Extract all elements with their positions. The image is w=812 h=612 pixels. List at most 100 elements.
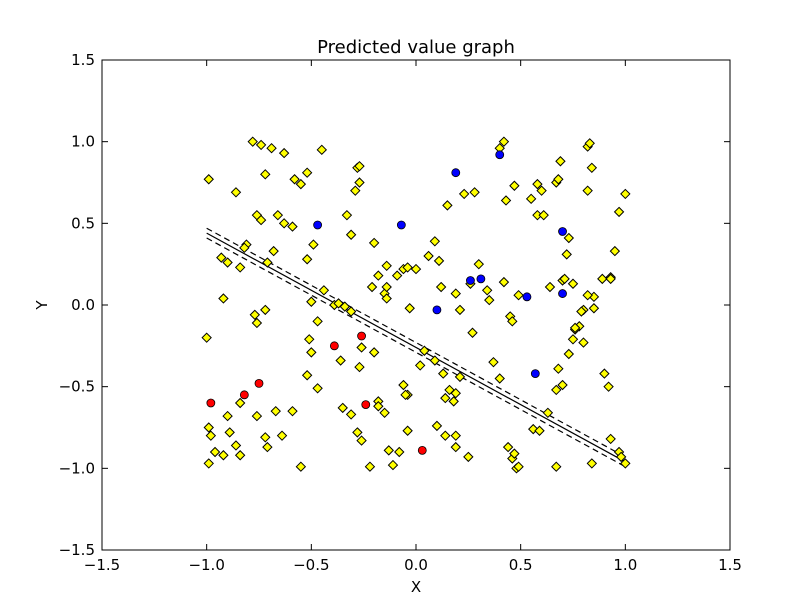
data-point-diamond-0-80 [260, 304, 271, 316]
data-point-diamond-0-104 [304, 334, 315, 345]
data-point-diamond-0-169 [450, 441, 461, 453]
data-point-diamond-0-26 [525, 193, 537, 205]
data-point-diamond-0-162 [400, 389, 411, 401]
data-point-diamond-0-171 [463, 451, 474, 463]
data-point-diamond-0-68 [561, 249, 572, 260]
data-point-diamond-0-30 [553, 174, 564, 185]
data-point-diamond-0-66 [544, 281, 556, 293]
data-point-circle-2-3 [239, 390, 249, 400]
data-point-diamond-0-107 [356, 342, 367, 353]
data-point-diamond-0-152 [345, 409, 357, 420]
data-point-diamond-0-86 [339, 301, 351, 312]
data-point-diamond-0-163 [402, 425, 413, 436]
data-point-diamond-0-59 [450, 288, 461, 299]
data-point-diamond-0-22 [458, 188, 470, 200]
data-point-diamond-0-89 [381, 281, 392, 293]
data-point-diamond-0-0 [203, 174, 214, 185]
data-point-diamond-0-92 [435, 281, 447, 293]
data-point-diamond-0-142 [251, 410, 263, 422]
data-point-diamond-0-123 [551, 384, 562, 396]
data-point-diamond-0-47 [341, 209, 353, 221]
y-tick-label: 0.5 [71, 214, 95, 232]
data-point-diamond-0-110 [398, 379, 409, 391]
data-point-diamond-0-147 [287, 405, 298, 417]
data-point-diamond-0-73 [597, 273, 608, 285]
x-tick-label: −1.0 [188, 556, 224, 574]
data-point-circle-2-4 [206, 398, 216, 408]
data-point-diamond-0-50 [373, 270, 384, 281]
data-point-diamond-0-176 [513, 461, 524, 472]
data-point-diamond-0-126 [563, 348, 575, 360]
data-point-diamond-0-23 [469, 187, 480, 198]
data-point-diamond-0-16 [295, 178, 307, 190]
x-tick-label: 0.0 [404, 556, 428, 574]
data-point-diamond-0-69 [563, 232, 575, 244]
data-point-diamond-0-100 [588, 303, 600, 314]
y-tick-label: −1.0 [59, 459, 95, 477]
data-point-diamond-0-106 [335, 355, 346, 366]
data-point-diamond-0-144 [262, 441, 273, 453]
data-point-circle-1-9 [432, 305, 442, 315]
x-axis-label: X [411, 578, 421, 596]
data-point-diamond-0-132 [203, 458, 214, 469]
data-point-circle-1-10 [530, 369, 540, 379]
data-point-diamond-0-174 [509, 448, 520, 459]
data-point-circle-2-5 [361, 400, 371, 410]
data-point-diamond-0-117 [454, 371, 466, 383]
data-point-diamond-0-51 [381, 260, 392, 272]
x-tick-label: −0.5 [293, 556, 329, 574]
data-point-diamond-0-34 [255, 214, 267, 226]
data-point-diamond-0-77 [218, 293, 229, 304]
data-point-diamond-0-41 [222, 257, 233, 268]
data-point-diamond-0-15 [289, 174, 300, 185]
data-point-diamond-0-94 [481, 285, 493, 296]
data-point-diamond-0-10 [555, 156, 566, 167]
data-point-diamond-0-70 [567, 278, 579, 289]
data-point-diamond-0-181 [605, 433, 616, 445]
y-tick-label: 0.0 [71, 296, 95, 314]
data-point-diamond-0-133 [203, 422, 214, 433]
data-point-diamond-0-46 [308, 239, 319, 250]
data-point-diamond-0-79 [251, 317, 263, 329]
data-point-diamond-0-12 [584, 138, 595, 149]
data-point-diamond-0-40 [216, 252, 227, 263]
data-point-diamond-0-146 [276, 430, 288, 441]
data-point-diamond-0-135 [209, 446, 221, 458]
data-point-diamond-0-48 [345, 229, 357, 240]
y-tick-label: 1.0 [71, 133, 95, 151]
data-point-circle-2-6 [417, 445, 427, 455]
data-point-diamond-0-134 [205, 430, 217, 441]
data-point-circle-1-8 [558, 289, 567, 298]
data-point-diamond-0-105 [306, 347, 317, 358]
data-point-diamond-0-61 [484, 294, 495, 306]
data-point-diamond-0-178 [542, 407, 554, 419]
data-point-diamond-0-165 [440, 392, 451, 404]
data-point-circle-1-1 [495, 150, 505, 160]
data-point-diamond-0-35 [272, 209, 284, 221]
data-point-diamond-0-39 [239, 242, 250, 254]
data-point-diamond-0-65 [538, 209, 549, 221]
data-point-diamond-0-124 [553, 363, 564, 374]
data-point-diamond-0-32 [620, 188, 631, 200]
data-point-circle-2-0 [329, 341, 339, 351]
data-point-diamond-0-143 [260, 432, 271, 443]
data-point-diamond-0-24 [500, 195, 512, 206]
data-point-diamond-0-18 [350, 185, 361, 196]
data-point-circle-1-0 [451, 168, 461, 178]
data-point-diamond-0-81 [306, 296, 317, 307]
data-point-diamond-0-36 [278, 218, 290, 229]
data-point-diamond-0-155 [364, 461, 376, 472]
data-point-diamond-0-151 [337, 402, 348, 414]
data-point-diamond-0-150 [312, 383, 323, 394]
data-point-diamond-0-55 [410, 263, 422, 275]
data-point-diamond-0-125 [557, 379, 568, 391]
data-point-diamond-0-43 [262, 257, 273, 268]
data-point-diamond-0-21 [442, 200, 453, 211]
data-point-diamond-0-154 [356, 435, 367, 446]
data-point-diamond-0-42 [234, 262, 246, 273]
data-point-diamond-0-167 [448, 396, 459, 407]
x-tick-label: 1.0 [613, 556, 637, 574]
data-point-diamond-0-138 [224, 427, 235, 438]
data-point-diamond-0-44 [268, 245, 279, 257]
